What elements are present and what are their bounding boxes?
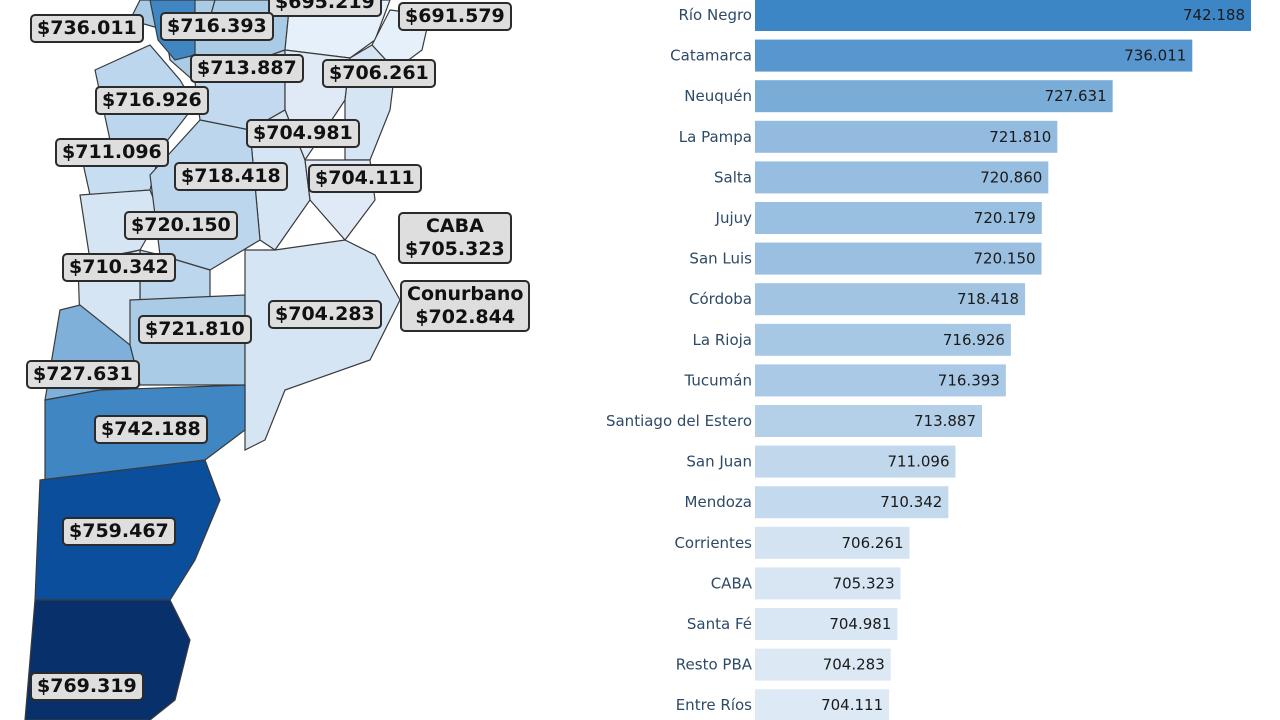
map-label-misiones: $691.579 — [398, 2, 512, 31]
bar-6 — [755, 242, 1042, 275]
map-label-corrientes: $706.261 — [322, 59, 436, 88]
bar-13 — [755, 526, 910, 559]
bar-chart: Río Negro 742.188 Catamarca 736.011 Neuquén 7… — [560, 0, 1280, 720]
map-label-mendoza: $710.342 — [62, 253, 176, 282]
category-label-14: CABA — [711, 574, 753, 592]
map-label-tucuman: $716.393 — [160, 12, 274, 41]
region-pba — [244, 239, 401, 451]
bar-16 — [755, 648, 891, 681]
map-label-la-pampa: $721.810 — [138, 315, 252, 344]
category-label-6: San Luis — [689, 250, 752, 268]
map-label-san-luis: $720.150 — [124, 211, 238, 240]
category-label-17: Entre Ríos — [676, 696, 752, 714]
bar-4 — [755, 161, 1049, 194]
category-label-13: Corrientes — [674, 534, 752, 552]
map-label-neuquen: $727.631 — [26, 360, 140, 389]
map-label-santa-cruz: $769.319 — [30, 672, 144, 701]
value-label-14: 705.323 — [833, 574, 895, 592]
map-label-catamarca: $736.011 — [30, 14, 144, 43]
bar-14 — [755, 567, 901, 600]
value-label-0: 742.188 — [1183, 6, 1245, 24]
category-label-15: Santa Fé — [687, 615, 752, 633]
map-label-santiago-del-estero: $713.887 — [190, 54, 304, 83]
category-label-9: Tucumán — [684, 371, 752, 389]
bar-2 — [755, 80, 1113, 113]
value-label-10: 713.887 — [914, 412, 976, 430]
category-label-16: Resto PBA — [676, 656, 753, 674]
map-label-resto-pba: $704.283 — [268, 300, 382, 329]
bar-10 — [755, 405, 983, 437]
map-label-la-pampa-top: $695.219 — [268, 0, 382, 17]
bar-11 — [755, 445, 956, 478]
value-label-4: 720.860 — [980, 168, 1042, 186]
map-label-santa-fe: $704.981 — [246, 119, 360, 148]
value-label-12: 710.342 — [880, 493, 942, 511]
bar-1 — [755, 39, 1193, 72]
bar-17 — [755, 689, 890, 720]
value-label-6: 720.150 — [974, 250, 1036, 268]
value-label-8: 716.926 — [943, 331, 1005, 349]
map-label-san-juan: $711.096 — [55, 138, 169, 167]
value-label-7: 718.418 — [957, 290, 1019, 308]
category-label-4: Salta — [714, 168, 752, 186]
category-label-10: Santiago del Estero — [606, 412, 752, 430]
value-label-17: 704.111 — [821, 696, 883, 714]
category-label-11: San Juan — [686, 453, 752, 471]
bar-chart-svg: Río Negro 742.188 Catamarca 736.011 Neuquén 7… — [606, 0, 1251, 720]
map-label-entre-rios: $704.111 — [308, 164, 422, 193]
value-label-2: 727.631 — [1045, 87, 1107, 105]
bar-8 — [755, 323, 1011, 356]
category-label-2: Neuquén — [684, 87, 752, 105]
value-label-1: 736.011 — [1124, 47, 1186, 65]
map-label-conurbano: Conurbano $702.844 — [400, 280, 531, 332]
map-label-caba: CABA $705.323 — [398, 212, 512, 264]
bar-5 — [755, 202, 1042, 234]
value-label-3: 721.810 — [989, 128, 1051, 146]
value-label-11: 711.096 — [887, 453, 949, 471]
map-label-rio-negro: $742.188 — [94, 415, 208, 444]
category-label-1: Catamarca — [670, 47, 752, 65]
value-label-16: 704.283 — [823, 656, 885, 674]
bar-9 — [755, 364, 1006, 397]
category-label-3: La Pampa — [679, 128, 752, 146]
value-label-5: 720.179 — [974, 209, 1036, 227]
bar-3 — [755, 120, 1058, 153]
map-label-cordoba: $718.418 — [174, 162, 288, 191]
value-label-13: 706.261 — [842, 534, 904, 552]
category-label-8: La Rioja — [693, 331, 752, 349]
map-label-chubut: $759.467 — [62, 517, 176, 546]
bar-0 — [755, 0, 1251, 31]
map-label-la-rioja: $716.926 — [95, 86, 209, 115]
category-label-0: Río Negro — [678, 6, 752, 24]
bar-7 — [755, 283, 1026, 316]
bar-15 — [755, 608, 898, 640]
category-label-7: Córdoba — [689, 290, 752, 308]
value-label-15: 704.981 — [829, 615, 891, 633]
category-label-5: Jujuy — [715, 209, 753, 227]
category-label-12: Mendoza — [685, 493, 752, 511]
region-santacruz — [24, 599, 191, 720]
argentina-map: $695.219 $736.011 $716.393 $691.579 $713… — [0, 0, 560, 720]
bar-12 — [755, 486, 949, 519]
value-label-9: 716.393 — [938, 371, 1000, 389]
